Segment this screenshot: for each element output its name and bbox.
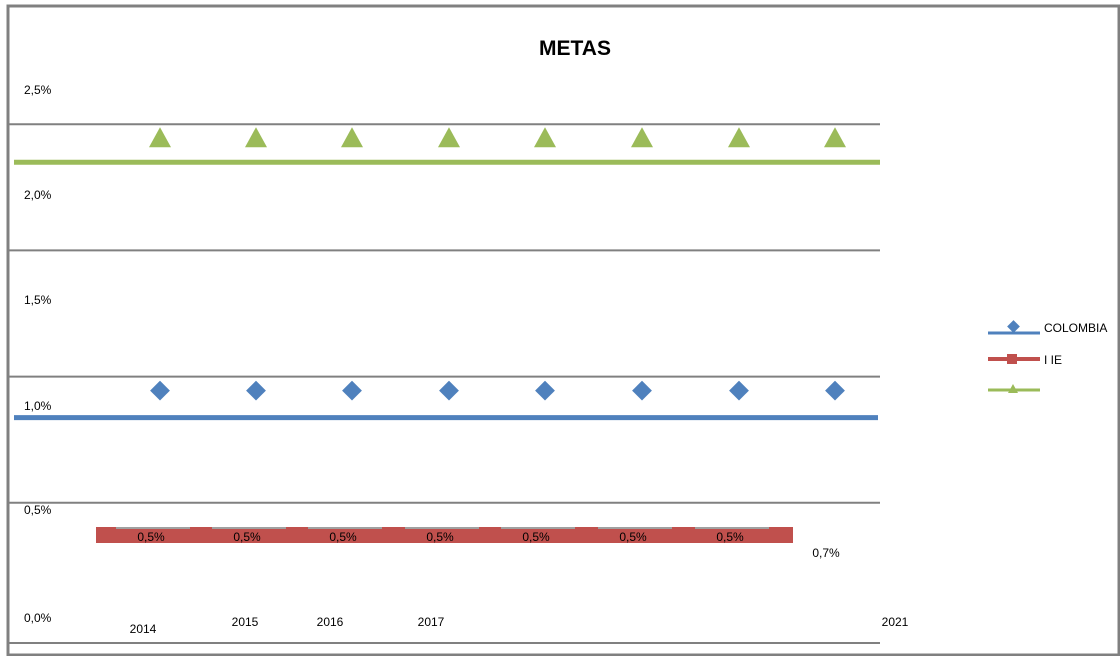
series-markers bbox=[149, 127, 846, 401]
diamond-marker bbox=[439, 380, 459, 401]
y-tick-label: 1,0% bbox=[24, 399, 52, 413]
diamond-marker bbox=[632, 380, 652, 401]
x-tick-label: 2014 bbox=[130, 622, 157, 636]
legend-entry-green bbox=[988, 384, 1040, 393]
series-lines bbox=[14, 159, 880, 543]
x-tick-label: 2016 bbox=[317, 615, 344, 629]
series-band-iie bbox=[96, 527, 793, 543]
diamond-marker bbox=[342, 380, 362, 401]
legend-entry-iie: I IE bbox=[988, 353, 1062, 367]
triangle-marker bbox=[824, 127, 846, 148]
y-tick-label: 1,5% bbox=[24, 293, 52, 307]
data-labels: 0,5% 0,5% 0,5% 0,5% 0,5% 0,5% 0,5% 0,7% bbox=[137, 530, 840, 560]
triangle-marker bbox=[245, 127, 267, 148]
x-axis-tick-labels: 2014 2015 2016 2017 2021 bbox=[130, 615, 909, 636]
legend-entry-colombia: COLOMBIA bbox=[988, 320, 1107, 335]
square-icon bbox=[1007, 354, 1017, 364]
triangle-marker bbox=[534, 127, 556, 148]
legend-label-colombia: COLOMBIA bbox=[1044, 321, 1107, 335]
legend: COLOMBIA I IE bbox=[988, 320, 1107, 393]
triangle-marker bbox=[149, 127, 171, 148]
x-tick-label: 2017 bbox=[418, 615, 445, 629]
triangle-marker bbox=[631, 127, 653, 148]
chart-border bbox=[6, 4, 1120, 656]
diamond-marker bbox=[729, 380, 749, 401]
diamond-marker bbox=[246, 380, 266, 401]
diamond-marker bbox=[825, 380, 845, 401]
data-label-iie: 0,5% bbox=[233, 530, 261, 544]
data-label-iie: 0,5% bbox=[522, 530, 550, 544]
data-label-iie: 0,7% bbox=[812, 546, 840, 560]
legend-label-iie: I IE bbox=[1044, 353, 1062, 367]
triangle-marker bbox=[438, 127, 460, 148]
y-axis-tick-labels: 0,0% 0,5% 1,0% 1,5% 2,0% 2,5% bbox=[24, 83, 52, 625]
triangle-icon bbox=[1008, 384, 1018, 393]
triangle-marker bbox=[728, 127, 750, 148]
y-tick-label: 2,0% bbox=[24, 188, 52, 202]
triangle-marker bbox=[341, 127, 363, 148]
diamond-marker bbox=[535, 380, 555, 401]
x-tick-label: 2015 bbox=[232, 615, 259, 629]
y-tick-label: 0,5% bbox=[24, 503, 52, 517]
data-label-iie: 0,5% bbox=[137, 530, 165, 544]
y-tick-label: 0,0% bbox=[24, 611, 52, 625]
gridlines bbox=[9, 123, 880, 644]
data-label-iie: 0,5% bbox=[619, 530, 647, 544]
diamond-marker bbox=[150, 380, 170, 401]
data-label-iie: 0,5% bbox=[426, 530, 454, 544]
x-tick-label: 2021 bbox=[882, 615, 909, 629]
chart-title: METAS bbox=[539, 37, 611, 60]
data-label-iie: 0,5% bbox=[329, 530, 357, 544]
y-tick-label: 2,5% bbox=[24, 83, 52, 97]
data-label-iie: 0,5% bbox=[716, 530, 744, 544]
